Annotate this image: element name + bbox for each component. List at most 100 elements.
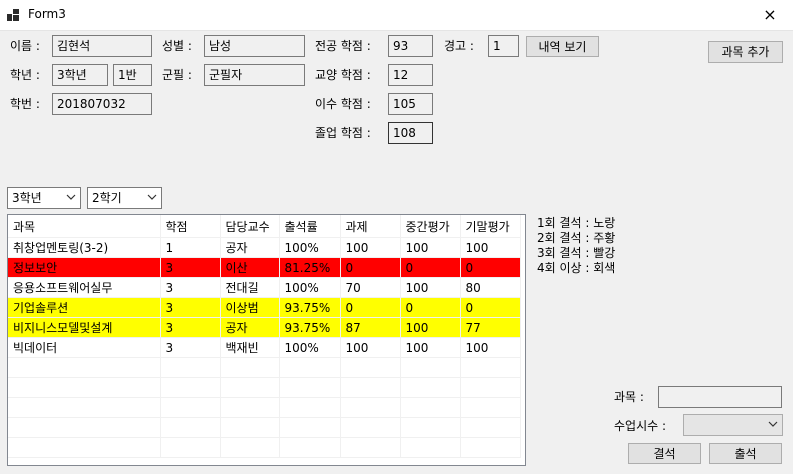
liberal-credits-label: 교양 학점 : [315,68,371,82]
gender-field: 남성 [204,35,305,57]
table-row[interactable]: 비지니스모델및설계 3 공자 93.75% 87 100 77 [8,317,521,338]
add-course-button[interactable]: 과목 추가 [708,41,783,63]
form-icon [7,9,19,21]
empty-table-row [8,377,521,398]
chevron-down-icon [147,194,157,200]
grid-header-row: 과목 학점 담당교수 출석률 과제 중간평가 기말평가 [8,215,521,238]
table-cell: 100 [460,337,521,358]
table-row[interactable]: 빅데이터 3 백재빈 100% 100 100 100 [8,337,521,358]
empty-table-row [8,397,521,418]
table-cell: 백재빈 [220,337,280,358]
table-cell: 80 [460,277,521,298]
graduation-credits-field: 108 [388,122,433,144]
class-field: 1반 [113,64,152,86]
table-cell [279,357,341,378]
table-cell: 93.75% [279,317,341,338]
completed-credits-field: 105 [388,93,433,115]
present-button[interactable]: 출석 [709,443,782,464]
session-count-select[interactable] [683,414,783,436]
table-cell: 이산 [220,257,280,278]
column-header-assignment[interactable]: 과제 [340,215,401,238]
grade-select[interactable]: 3학년 [7,187,81,209]
table-cell: 93.75% [279,297,341,318]
legend-item: 1회 결석 : 노랑 [537,216,616,230]
military-field: 군필자 [204,64,305,86]
table-cell: 81.25% [279,257,341,278]
table-cell: 77 [460,317,521,338]
table-cell [160,377,221,398]
table-cell [279,437,341,458]
table-cell: 100% [279,277,341,298]
table-cell [160,417,221,438]
column-header-midterm[interactable]: 중간평가 [400,215,461,238]
table-cell: 1 [160,237,221,258]
table-cell [340,357,401,378]
table-cell: 100 [340,237,401,258]
table-cell: 3 [160,297,221,318]
completed-credits-label: 이수 학점 : [315,97,371,111]
absence-legend: 1회 결석 : 노랑 2회 결석 : 주황 3회 결석 : 빨강 4회 이상 :… [537,216,615,276]
table-cell: 0 [460,257,521,278]
table-cell: 3 [160,317,221,338]
semester-select[interactable]: 2학기 [87,187,162,209]
table-cell [8,397,161,418]
table-cell [340,417,401,438]
column-header-course[interactable]: 과목 [8,215,161,238]
table-cell: 100 [400,277,461,298]
column-header-credit[interactable]: 학점 [160,215,221,238]
table-cell [8,357,161,378]
view-history-button[interactable]: 내역 보기 [526,36,599,57]
close-icon[interactable]: × [763,5,777,24]
table-cell: 87 [340,317,401,338]
table-cell [220,417,280,438]
empty-table-row [8,357,521,378]
major-credits-field: 93 [388,35,433,57]
absent-button[interactable]: 결석 [628,443,701,464]
table-cell [400,437,461,458]
legend-item: 3회 결석 : 빨강 [537,246,616,260]
column-header-final[interactable]: 기말평가 [460,215,521,238]
warning-label: 경고 : [444,39,474,53]
table-cell: 기업솔루션 [8,297,161,318]
course-list-view[interactable]: 과목 학점 담당교수 출석률 과제 중간평가 기말평가 취창업멘토링(3-2) 1… [7,214,526,466]
table-cell: 0 [340,297,401,318]
table-cell [460,357,521,378]
table-cell: 전대길 [220,277,280,298]
table-cell [279,417,341,438]
table-cell: 3 [160,277,221,298]
table-cell: 3 [160,257,221,278]
table-cell: 정보보안 [8,257,161,278]
table-row[interactable]: 정보보안 3 이산 81.25% 0 0 0 [8,257,521,278]
legend-item: 2회 결석 : 주황 [537,231,616,245]
table-cell: 이상범 [220,297,280,318]
table-cell: 100 [400,317,461,338]
table-cell [340,437,401,458]
table-row[interactable]: 취창업멘토링(3-2) 1 공자 100% 100 100 100 [8,237,521,258]
table-row[interactable]: 응용소프트웨어실무 3 전대길 100% 70 100 80 [8,277,521,298]
semester-select-value: 2학기 [92,191,122,205]
table-cell [220,397,280,418]
table-cell [220,357,280,378]
empty-table-row [8,417,521,438]
course-field[interactable] [658,386,782,408]
gender-label: 성별 : [162,39,192,53]
title-bar: Form3 × [0,0,793,31]
table-cell [8,377,161,398]
table-cell [400,417,461,438]
chevron-down-icon [768,421,778,427]
table-cell: 0 [340,257,401,278]
table-cell [279,397,341,418]
column-header-professor[interactable]: 담당교수 [220,215,280,238]
table-cell [460,377,521,398]
grade-select-value: 3학년 [12,191,42,205]
table-cell: 100% [279,237,341,258]
column-header-attendance[interactable]: 출석률 [279,215,341,238]
table-cell [220,377,280,398]
table-cell: 0 [400,297,461,318]
course-label: 과목 : [614,390,644,404]
table-cell [460,437,521,458]
table-cell: 0 [460,297,521,318]
table-row[interactable]: 기업솔루션 3 이상범 93.75% 0 0 0 [8,297,521,318]
table-cell: 공자 [220,317,280,338]
graduation-credits-label: 졸업 학점 : [315,126,371,140]
